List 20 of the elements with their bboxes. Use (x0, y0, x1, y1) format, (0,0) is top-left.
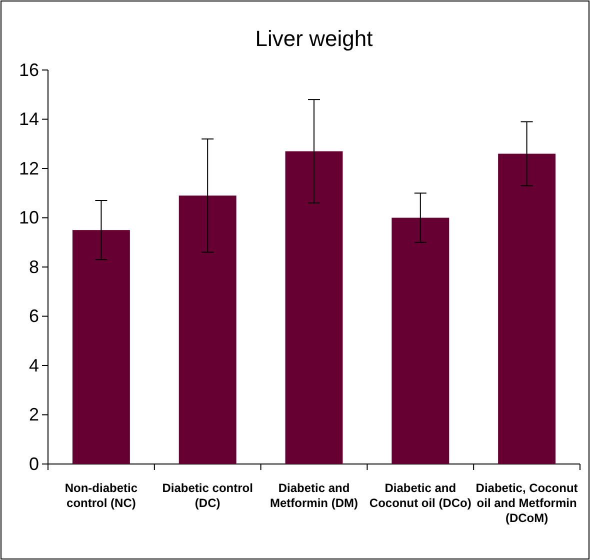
x-tick-label: Diabetic control (DC) (162, 481, 253, 510)
bar (285, 151, 343, 464)
chart-title: Liver weight (255, 26, 373, 51)
bar (178, 196, 236, 464)
y-tick-label: 0 (28, 454, 39, 474)
x-tick-label: Non-diabetic control (NC) (64, 481, 138, 510)
y-tick-label: 14 (18, 109, 39, 130)
y-tick-label: 6 (28, 306, 39, 326)
y-tick-label: 2 (28, 404, 39, 425)
x-tick-label: Diabetic, Coconut oil and Metformin (DCoM) (476, 481, 578, 525)
bar (498, 154, 556, 464)
x-tick-label: Diabetic and Metformin (DM) (270, 481, 358, 510)
y-tick-label: 16 (18, 60, 39, 80)
bar (392, 218, 450, 464)
x-tick-label: Diabetic and Coconut oil (DCo) (369, 481, 472, 510)
y-tick-label: 10 (18, 208, 39, 228)
y-tick-label: 12 (18, 158, 39, 178)
bar (72, 230, 130, 464)
y-tick-label: 4 (28, 355, 39, 376)
y-tick-label: 8 (28, 256, 39, 277)
